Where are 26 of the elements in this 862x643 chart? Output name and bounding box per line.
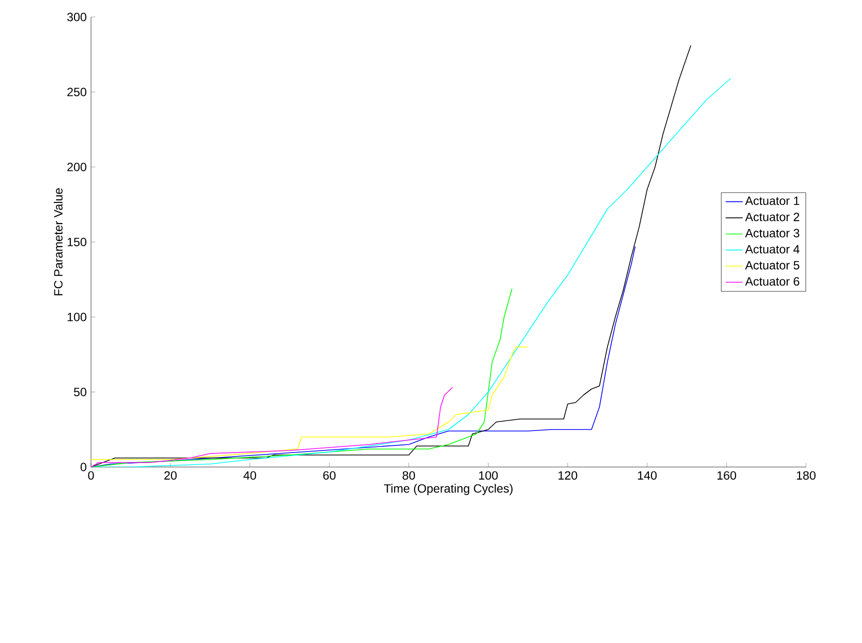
y-tick-label: 300 bbox=[67, 12, 86, 22]
x-tick-label: 140 bbox=[638, 471, 657, 480]
legend-label: Actuator 4 bbox=[745, 245, 800, 254]
legend-label: Actuator 2 bbox=[745, 212, 800, 222]
x-tick-label: 60 bbox=[323, 471, 336, 480]
legend-label: Actuator 1 bbox=[745, 196, 800, 206]
x-tick-label: 20 bbox=[164, 471, 177, 480]
x-tick-label: 160 bbox=[717, 471, 736, 480]
y-tick-label: 100 bbox=[68, 312, 86, 322]
y-tick-label: 50 bbox=[74, 388, 86, 396]
x-tick-label: 120 bbox=[558, 471, 578, 480]
legend-label: Actuator 6 bbox=[745, 277, 800, 286]
legend-label: Actuator 5 bbox=[745, 261, 800, 270]
y-tick-label: 250 bbox=[67, 88, 86, 96]
x-tick-label: 100 bbox=[479, 471, 498, 480]
line-series bbox=[91, 346, 528, 460]
x-axis-title: Time (Operating Cycles) bbox=[384, 484, 513, 496]
x-tick-label: 180 bbox=[796, 471, 816, 480]
x-tick-label: 80 bbox=[402, 471, 415, 480]
y-axis-title: FC Parameter Value bbox=[54, 188, 63, 296]
y-tick-label: 200 bbox=[67, 162, 86, 172]
y-tick-label: 150 bbox=[68, 238, 86, 246]
x-tick-label: 40 bbox=[244, 471, 256, 480]
x-tick-label: 0 bbox=[88, 471, 94, 480]
y-tick-label: 0 bbox=[80, 462, 86, 472]
legend-label: Actuator 3 bbox=[745, 228, 800, 238]
